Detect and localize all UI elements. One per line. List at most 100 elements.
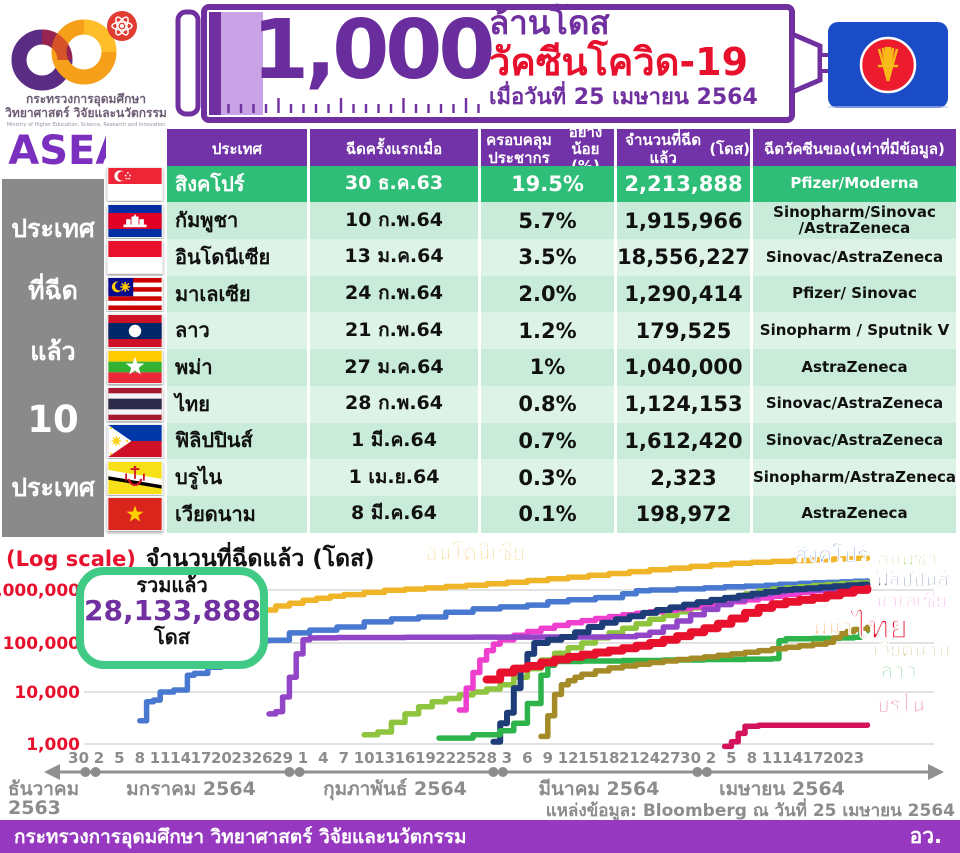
ministry-name-english: Ministry of Higher Education, Science, R… [7, 122, 166, 128]
country-cell-th: ไทย [167, 385, 307, 423]
series-line-ไทย [482, 584, 872, 684]
country-cell-la: ลาว [167, 312, 307, 350]
axis-arrow-left-icon [44, 764, 60, 780]
x-tick-14: 14 [782, 749, 803, 767]
flag-cell-my [106, 275, 164, 313]
coverage-cell-ph: 0.7% [481, 422, 614, 460]
doses-cell-th: 1,124,153 [617, 385, 750, 423]
y-tick-10,000: 10,000 [14, 683, 80, 703]
series-line-ฟิลิปปินส์ [490, 581, 871, 745]
data-source-note: แหล่งข้อมูล: Bloomberg ณ วันที่ 25 เมษาย… [545, 801, 955, 821]
countries-count-panel: ประเทศ ที่ฉีด แล้ว 10 ประเทศ [2, 179, 104, 537]
header-asof-date: เมื่อวันที่ 25 เมษายน 2564 [489, 85, 758, 110]
coverage-cell-bn: 0.3% [481, 459, 614, 496]
coverage-cell-vn: 0.1% [481, 495, 614, 533]
vaccines-cell-bn: Sinopharm/AstraZeneca [753, 459, 956, 496]
asean-flag-icon [828, 22, 948, 108]
series-label-สิงคโปร์: สิงคโปร์ [795, 542, 869, 567]
vaccines-cell-kh: Sinopharm/Sinovac/AstraZeneca [753, 202, 956, 240]
y-tick-1,000: 1,000 [26, 735, 80, 755]
x-tick-24: 24 [639, 749, 660, 767]
x-tick-27: 27 [660, 749, 681, 767]
coverage-cell-kh: 5.7% [481, 202, 614, 240]
y-tick-100,000: 100,000 [3, 634, 81, 654]
month-boundary-dot [90, 767, 101, 777]
month-label: เมษายน 2564 [719, 778, 845, 800]
x-tick-3: 3 [502, 749, 512, 767]
x-tick-17: 17 [803, 749, 824, 767]
first-dose-cell-id: 13 ม.ค.64 [310, 239, 478, 276]
x-tick-18: 18 [599, 749, 620, 767]
country-cell-my: มาเลเซีย [167, 275, 307, 313]
flag-cell-mm [106, 349, 164, 386]
x-tick-30: 30 [68, 749, 89, 767]
country-cell-kh: กัมพูชา [167, 202, 307, 240]
x-tick-26: 26 [252, 749, 273, 767]
total-box-unit: โดส [154, 624, 190, 649]
header-vaccine-title: วัคซีนโควิด-19 [489, 40, 749, 84]
x-tick-14: 14 [170, 749, 191, 767]
total-box-label: รวมแล้ว [136, 573, 208, 597]
first-dose-cell-la: 21 ก.พ.64 [310, 312, 478, 350]
vaccines-cell-sg: Pfizer/Moderna [753, 165, 956, 203]
syringe-ruler-ticks [214, 98, 480, 113]
panel-line: แล้ว [30, 337, 76, 367]
header-big-number: 1,000 [252, 3, 495, 98]
coverage-cell-my: 2.0% [481, 275, 614, 313]
axis-arrow-right-icon [928, 764, 944, 780]
x-tick-30: 30 [680, 749, 701, 767]
panel-line: ประเทศ [11, 473, 95, 503]
header-title-block: ล้านโดส วัคซีนโควิด-19 เมื่อวันที่ 25 เม… [489, 6, 789, 109]
series-line-เวียดนาม [538, 624, 871, 740]
ministry-logo-icon [11, 11, 137, 91]
series-line-อินโดนีเซีย [177, 555, 871, 657]
series-line-บรูไน [721, 722, 871, 750]
x-tick-6: 6 [522, 749, 532, 767]
vaccines-cell-id: Sinovac/AstraZeneca [753, 239, 956, 276]
x-tick-13: 13 [374, 749, 395, 767]
col-header-4: ฉีดวัคซีนของ (เท่าที่มีข้อมูล) [753, 129, 956, 170]
flag-th-icon [107, 387, 163, 422]
footer-bar: กระทรวงการอุดมศึกษา วิทยาศาสตร์ วิจัยและ… [0, 820, 960, 853]
col-header-1: ฉีดครั้งแรกเมื่อ [310, 129, 478, 170]
total-doses-box: รวมแล้ว 28,133,888 โดส [76, 567, 268, 669]
doses-cell-kh: 1,915,966 [617, 202, 750, 240]
x-tick-19: 19 [415, 749, 436, 767]
flag-cell-th [106, 385, 164, 423]
panel-line: ที่ฉีด [28, 275, 78, 305]
first-dose-cell-my: 24 ก.พ.64 [310, 275, 478, 313]
flag-cell-vn [106, 495, 164, 533]
x-tick-23: 23 [843, 749, 864, 767]
country-cell-sg: สิงคโปร์ [167, 165, 307, 203]
col-header-3: จำนวนที่ฉีดแล้ว (โดส) [617, 129, 750, 170]
flag-cell-la [106, 312, 164, 350]
total-doses-number: 28,133,888 [84, 594, 262, 627]
ministry-name-line1: กระทรวงการอุดมศึกษา [26, 92, 146, 107]
flag-cell-kh [106, 202, 164, 240]
series-label-ลาว: ลาว [880, 659, 916, 683]
flag-id-icon [107, 240, 163, 275]
coverage-cell-mm: 1% [481, 349, 614, 386]
vaccines-cell-vn: AstraZeneca [753, 495, 956, 533]
x-tick-25: 25 [456, 749, 477, 767]
x-tick-8: 8 [747, 749, 757, 767]
vaccination-table: ประเทศ ฉีดครั้งแรกเมื่อ ครอบคลุมประชากร อย่… [106, 123, 956, 533]
vaccines-cell-mm: AstraZeneca [753, 349, 956, 386]
series-line-สิงคโปร์ [137, 577, 871, 724]
footer-ministry-name: กระทรวงการอุดมศึกษา วิทยาศาสตร์ วิจัยและ… [14, 825, 467, 848]
col-header-0: ประเทศ [167, 129, 307, 170]
month-label-year: 2563 [8, 797, 61, 819]
first-dose-cell-vn: 8 มี.ค.64 [310, 495, 478, 533]
vaccines-cell-th: Sinovac/AstraZeneca [753, 385, 956, 423]
flag-la-icon [107, 313, 163, 348]
doses-cell-ph: 1,612,420 [617, 422, 750, 460]
month-boundary-dot [488, 767, 499, 777]
syringe-graphic [175, 4, 834, 123]
month-label: ธันวาคม [8, 778, 79, 800]
first-dose-cell-mm: 27 ม.ค.64 [310, 349, 478, 386]
x-tick-5: 5 [114, 749, 124, 767]
doses-cell-bn: 2,323 [617, 459, 750, 496]
flag-kh-icon [107, 203, 163, 238]
first-dose-cell-th: 28 ก.พ.64 [310, 385, 478, 423]
